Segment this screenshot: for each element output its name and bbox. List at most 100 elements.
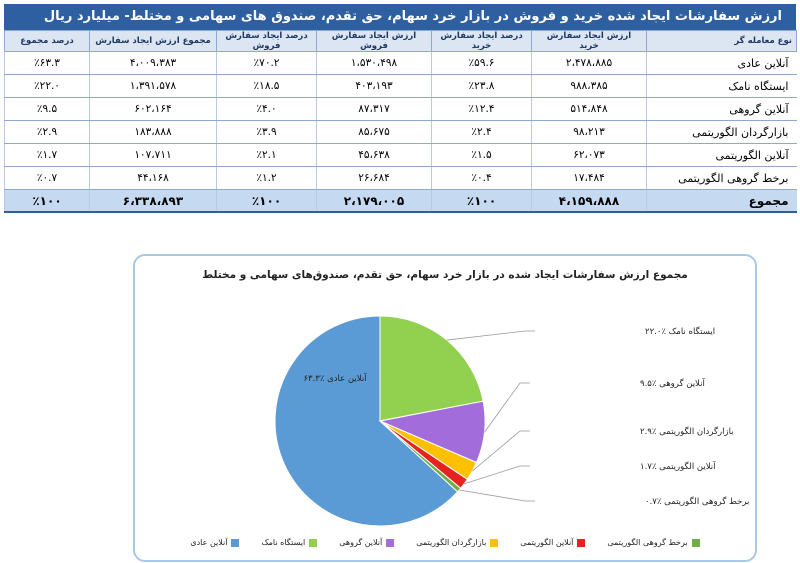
leader-line: [446, 330, 535, 341]
leader-line: [463, 465, 530, 485]
sell-percent-cell: ٪۱۸.۵: [216, 74, 317, 98]
data-label: برخط گروهی الگوریتمی ٪۰.۷: [645, 496, 749, 507]
total-buy-value-cell: ۴،۱۵۹،۸۸۸: [531, 189, 647, 213]
grand-total-value-cell: ۶،۳۳۸،۸۹۳: [89, 189, 217, 213]
buy-percent-cell: ٪۵۹.۶: [431, 51, 532, 75]
total-value-cell: ۶۰۲،۱۶۴: [89, 97, 217, 121]
legend-label: ایستگاه نامک: [261, 538, 306, 547]
total-value-cell: ۱۰۷،۷۱۱: [89, 143, 217, 167]
buy-percent-cell: ٪۲.۴: [431, 120, 532, 144]
legend-swatch: [231, 538, 240, 547]
buy-percent-cell: ٪۲۳.۸: [431, 74, 532, 98]
table-header-row: نوع معامله گر ارزش ایجاد سفارش خرید درصد…: [4, 30, 797, 52]
total-value-cell: ۴۴،۱۶۸: [89, 166, 217, 190]
data-label: آنلاین الگوریتمی ٪۱.۷: [640, 460, 716, 472]
sell-percent-cell: ٪۷۰.۲: [216, 51, 317, 75]
buy-value-cell: ۱۷،۴۸۴: [531, 166, 647, 190]
total-value-cell: ۱۸۳،۸۸۸: [89, 120, 217, 144]
buy-value-cell: ۹۸۸،۳۸۵: [531, 74, 647, 98]
header-total-value: مجموع ارزش ایجاد سفارش: [89, 30, 217, 52]
legend-swatch: [309, 538, 318, 547]
legend-label: بازارگردان الگوریتمی: [416, 538, 487, 547]
sell-percent-cell: ٪۴.۰: [216, 97, 317, 121]
table-row: آنلاین گروهی ۵۱۴،۸۴۸ ٪۱۲.۴ ۸۷،۳۱۷ ٪۴.۰ ۶…: [4, 97, 797, 121]
total-buy-percent-cell: ٪۱۰۰: [431, 189, 532, 213]
legend-swatch: [386, 538, 395, 547]
legend-swatch: [490, 538, 499, 547]
total-percent-cell: ٪۲.۹: [4, 120, 90, 144]
legend-label: آنلاین گروهی: [339, 538, 383, 547]
legend-item: آنلاین گروهی: [339, 538, 395, 547]
table-row: آنلاین عادی ۲،۴۷۸،۸۸۵ ٪۵۹.۶ ۱،۵۳۰،۴۹۸ ٪۷…: [4, 51, 797, 75]
pie-slice: [274, 315, 459, 527]
buy-value-cell: ۹۸،۲۱۳: [531, 120, 647, 144]
legend-item: آنلاین عادی: [190, 538, 240, 547]
sell-percent-cell: ٪۳.۹: [216, 120, 317, 144]
sell-value-cell: ۴۰۳،۱۹۳: [316, 74, 432, 98]
legend-item: بازارگردان الگوریتمی: [416, 538, 499, 547]
sell-percent-cell: ٪۱.۲: [216, 166, 317, 190]
buy-percent-cell: ٪۱۲.۴: [431, 97, 532, 121]
total-label-cell: مجموع: [646, 189, 797, 213]
table-row: بازارگردان الگوریتمی ۹۸،۲۱۳ ٪۲.۴ ۸۵،۶۷۵ …: [4, 120, 797, 144]
leader-line: [459, 489, 535, 502]
table-row: برخط گروهی الگوریتمی ۱۷،۴۸۴ ٪۰.۴ ۲۶،۶۸۴ …: [4, 166, 797, 190]
legend-label: آنلاین عادی: [190, 538, 228, 547]
buy-percent-cell: ٪۱.۵: [431, 143, 532, 167]
sell-percent-cell: ٪۲.۱: [216, 143, 317, 167]
pie-chart: آنلاین عادی ٪۶۳.۳ ایستگاه نامک ٪۲۲.۰ آنلای…: [274, 315, 749, 527]
trader-type-cell: ایستگاه نامک: [646, 74, 797, 98]
total-percent-cell: ٪۹.۵: [4, 97, 90, 121]
buy-percent-cell: ٪۰.۴: [431, 166, 532, 190]
table-row: آنلاین الگوریتمی ۶۲،۰۷۳ ٪۱.۵ ۴۵،۶۳۸ ٪۲.۱…: [4, 143, 797, 167]
total-percent-cell: ٪۶۳.۳: [4, 51, 90, 75]
leader-line: [484, 382, 530, 433]
sell-value-cell: ۴۵،۶۳۸: [316, 143, 432, 167]
header-buy-percent: درصد ایجاد سفارش خرید: [431, 30, 532, 52]
trader-type-cell: برخط گروهی الگوریتمی: [646, 166, 797, 190]
header-buy-value: ارزش ایجاد سفارش خرید: [531, 30, 647, 52]
sell-value-cell: ۸۷،۳۱۷: [316, 97, 432, 121]
total-percent-cell: ٪۱.۷: [4, 143, 90, 167]
legend-label: برخط گروهی الگوریتمی: [607, 538, 688, 547]
legend-item: ایستگاه نامک: [261, 538, 318, 547]
legend-swatch: [691, 538, 700, 547]
pie-chart-panel: مجموع ارزش سفارشات ایجاد شده در بازار خر…: [133, 254, 757, 562]
total-percent-cell: ٪۲۲.۰: [4, 74, 90, 98]
buy-value-cell: ۲،۴۷۸،۸۸۵: [531, 51, 647, 75]
total-percent-cell: ٪۰.۷: [4, 166, 90, 190]
grand-total-percent-cell: ٪۱۰۰: [4, 189, 90, 213]
header-total-percent: درصد مجموع: [4, 30, 90, 52]
chart-title: مجموع ارزش سفارشات ایجاد شده در بازار خر…: [202, 269, 688, 281]
total-sell-percent-cell: ٪۱۰۰: [216, 189, 317, 213]
buy-value-cell: ۶۲،۰۷۳: [531, 143, 647, 167]
legend-item: برخط گروهی الگوریتمی: [607, 538, 700, 547]
data-label: بازارگردان الگوریتمی ٪۲.۹: [640, 426, 734, 437]
header-sell-percent: درصد ایجاد سفارش فروش: [216, 30, 317, 52]
table-total-row: مجموع ۴،۱۵۹،۸۸۸ ٪۱۰۰ ۲،۱۷۹،۰۰۵ ٪۱۰۰ ۶،۳۳…: [4, 189, 797, 213]
legend-swatch: [577, 538, 586, 547]
sell-value-cell: ۱،۵۳۰،۴۹۸: [316, 51, 432, 75]
sell-value-cell: ۲۶،۶۸۴: [316, 166, 432, 190]
data-label: آنلاین گروهی ٪۹.۵: [640, 377, 705, 389]
total-value-cell: ۱،۳۹۱،۵۷۸: [89, 74, 217, 98]
trader-type-cell: آنلاین عادی: [646, 51, 797, 75]
chart-legend: آنلاین عادی ایستگاه نامک آنلاین گروهی با…: [135, 538, 755, 547]
data-label: ایستگاه نامک ٪۲۲.۰: [645, 326, 715, 337]
legend-label: آنلاین الگوریتمی: [520, 538, 574, 547]
pie-slice: [379, 420, 462, 493]
leader-line: [472, 430, 530, 472]
trader-type-cell: آنلاین گروهی: [646, 97, 797, 121]
total-value-cell: ۴،۰۰۹،۳۸۳: [89, 51, 217, 75]
buy-value-cell: ۵۱۴،۸۴۸: [531, 97, 647, 121]
trader-type-cell: بازارگردان الگوریتمی: [646, 120, 797, 144]
orders-table-panel: ارزش سفارشات ایجاد شده خرید و فروش در با…: [4, 4, 797, 213]
header-trader-type: نوع معامله گر: [646, 30, 797, 52]
table-row: ایستگاه نامک ۹۸۸،۳۸۵ ٪۲۳.۸ ۴۰۳،۱۹۳ ٪۱۸.۵…: [4, 74, 797, 98]
pie-slice: [379, 315, 484, 422]
table-title: ارزش سفارشات ایجاد شده خرید و فروش در با…: [4, 4, 796, 30]
header-sell-value: ارزش ایجاد سفارش فروش: [316, 30, 432, 52]
data-label: آنلاین عادی ٪۶۳.۳: [303, 372, 367, 384]
total-sell-value-cell: ۲،۱۷۹،۰۰۵: [316, 189, 432, 213]
legend-item: آنلاین الگوریتمی: [520, 538, 586, 547]
